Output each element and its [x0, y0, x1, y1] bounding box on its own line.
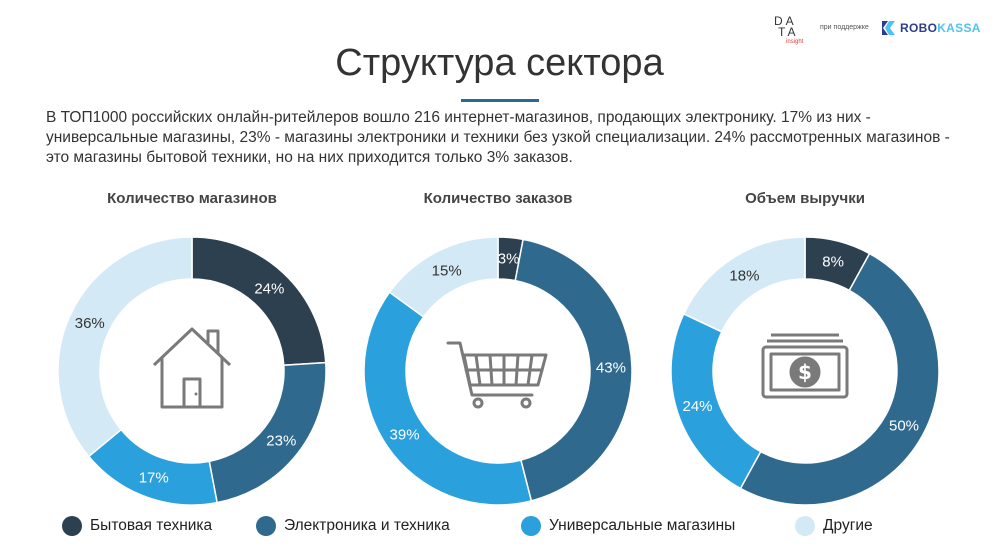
donut-chart-0: 24% 23% 17% 36% [57, 236, 327, 506]
chart-title-orders: Количество заказов [423, 190, 573, 207]
house-icon [152, 327, 232, 409]
legend-swatch-electronics [256, 516, 276, 536]
data-label: 3% [498, 251, 520, 268]
donut-chart-2: 8% 50% 24% 18% [670, 236, 940, 506]
data-label: 15% [432, 262, 462, 279]
slice-other [388, 236, 499, 318]
description-text: В ТОП1000 российских онлайн-ритейлеров в… [46, 109, 950, 166]
donut-chart-1: 3% 43% 39% 15% [363, 236, 633, 506]
legend-label: Другие [823, 517, 873, 534]
title-underline [461, 99, 539, 102]
data-label: 36% [75, 315, 105, 332]
data-label: 8% [822, 254, 844, 271]
legend-label: Бытовая техника [90, 517, 213, 534]
data-label: 17% [139, 469, 169, 486]
slice-electronics [739, 252, 940, 506]
legend-swatch-appliances [62, 516, 82, 536]
logo-text-line1: DA [774, 14, 797, 28]
chart-title-stores: Количество магазинов [107, 190, 277, 207]
data-label: 50% [889, 417, 919, 434]
money-icon: $ [761, 333, 849, 399]
robokassa-logo-part1: ROBO [900, 21, 938, 35]
slice-electronics [514, 238, 633, 502]
legend-swatch-other [795, 516, 815, 536]
slice-other [682, 236, 806, 333]
legend-label: Универсальные магазины [549, 517, 736, 534]
logo-text-line2: TA [778, 25, 799, 39]
page-title: Структура сектора [335, 42, 664, 84]
data-insight-logo: DA TA insight [772, 14, 804, 45]
robokassa-logo-part2: KASSA [937, 21, 981, 35]
data-label: 23% [266, 432, 296, 449]
shopping-cart-icon [446, 341, 548, 409]
legend-item-electronics: Электроника и техника [256, 514, 450, 538]
legend-item-other: Другие [795, 514, 873, 538]
robokassa-logo: ROBOKASSA [900, 21, 981, 35]
data-label: 24% [254, 281, 284, 298]
legend-label: Электроника и техника [284, 517, 450, 534]
legend-swatch-universal [521, 516, 541, 536]
data-label: 43% [596, 359, 626, 376]
chart-legend: Бытовая техника Электроника и техника Ун… [0, 514, 999, 538]
data-label: 18% [729, 268, 759, 285]
slice-other [57, 236, 193, 458]
robokassa-mark-icon [882, 21, 895, 35]
data-label: 24% [683, 398, 713, 415]
data-label: 39% [390, 427, 420, 444]
chart-title-revenue: Объем выручки [745, 190, 865, 207]
legend-item-appliances: Бытовая техника [62, 514, 212, 538]
svg-text:$: $ [798, 360, 812, 384]
support-text: при поддержке [820, 24, 869, 31]
legend-item-universal: Универсальные магазины [521, 514, 735, 538]
slice-universal [363, 291, 533, 506]
logo-text-line3: insight [786, 39, 804, 45]
